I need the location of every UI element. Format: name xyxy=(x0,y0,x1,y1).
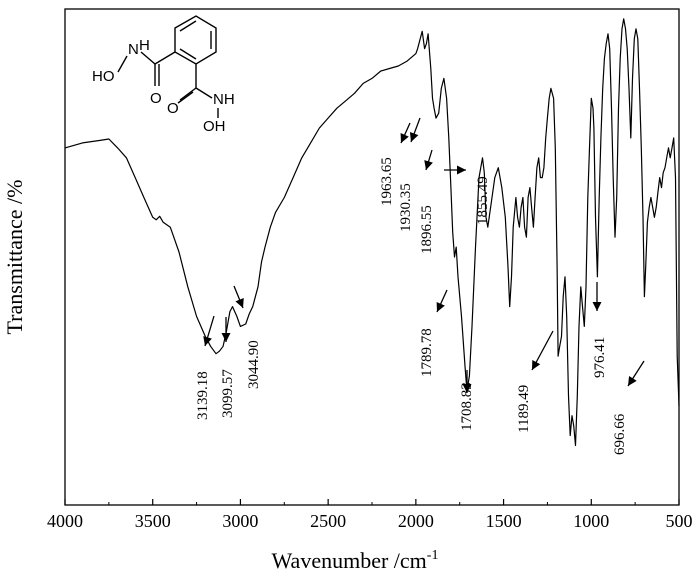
peak-label: 1963.65 xyxy=(379,157,395,206)
mol-atom-o-lower: O xyxy=(167,100,179,117)
peak-label: 3044.90 xyxy=(246,340,262,389)
mol-atom-o-upper: O xyxy=(150,90,162,107)
y-axis-title: Transmittance /% xyxy=(2,180,27,335)
peak-label: 3099.57 xyxy=(220,369,236,418)
bond xyxy=(117,55,128,73)
peak-label: 1789.78 xyxy=(419,328,435,377)
benzene-double-bond xyxy=(179,20,197,32)
peak-arrow-head xyxy=(628,375,637,386)
peak-label: 1855.49 xyxy=(475,176,491,225)
bond xyxy=(154,51,176,65)
peak-arrow-head xyxy=(235,297,244,308)
peak-arrow-head xyxy=(203,336,212,346)
x-axis-title-superscript: -1 xyxy=(427,548,439,563)
peak-arrow-head xyxy=(409,131,419,142)
x-tick-label: 1500 xyxy=(486,511,522,531)
mol-atom-ho: HO xyxy=(92,68,115,85)
peak-arrow-head xyxy=(424,160,433,170)
peak-arrow-head xyxy=(457,165,466,175)
mol-atom-nh: NH xyxy=(213,91,235,108)
x-tick-label: 3000 xyxy=(222,511,258,531)
mol-atom-h: H xyxy=(139,37,150,54)
benzene-double-bond xyxy=(179,48,197,60)
peak-label: 976.41 xyxy=(592,337,608,378)
benzene-ring xyxy=(174,15,217,65)
peak-arrows xyxy=(203,117,645,393)
peak-label: 1708.83 xyxy=(459,382,475,431)
peak-label: 1189.49 xyxy=(516,385,532,433)
molecule-structure xyxy=(117,15,219,118)
peak-arrow-head xyxy=(462,384,472,393)
bond xyxy=(177,91,194,104)
x-axis-ticks: 4000 3500 3000 2500 2000 1500 1000 500 xyxy=(47,499,693,531)
bond xyxy=(140,51,156,65)
x-axis-title: Wavenumber /cm-1 xyxy=(272,548,439,573)
peak-label: 696.66 xyxy=(612,413,628,455)
peak-arrow-head xyxy=(532,359,541,370)
x-tick-label: 1000 xyxy=(573,511,609,531)
peak-arrow-head xyxy=(400,132,409,143)
molecule-labels: N H HO O O NH OH xyxy=(92,37,235,135)
peak-label: 1896.55 xyxy=(419,205,435,254)
x-tick-label: 3500 xyxy=(135,511,171,531)
peak-arrow-head xyxy=(221,333,231,342)
peak-arrow-head xyxy=(436,301,445,312)
x-tick-label: 2000 xyxy=(398,511,434,531)
x-tick-label: 4000 xyxy=(47,511,83,531)
spectrum-line xyxy=(64,18,680,447)
x-tick-label: 2500 xyxy=(310,511,346,531)
x-tick-label: 500 xyxy=(666,511,693,531)
peak-label: 1930.35 xyxy=(398,183,414,232)
mol-atom-oh: OH xyxy=(203,118,226,135)
mol-atom-n: N xyxy=(128,41,139,58)
peak-label: 3139.18 xyxy=(195,371,211,420)
bond xyxy=(179,87,197,101)
peak-arrow-head xyxy=(592,302,602,311)
bond xyxy=(195,87,213,99)
